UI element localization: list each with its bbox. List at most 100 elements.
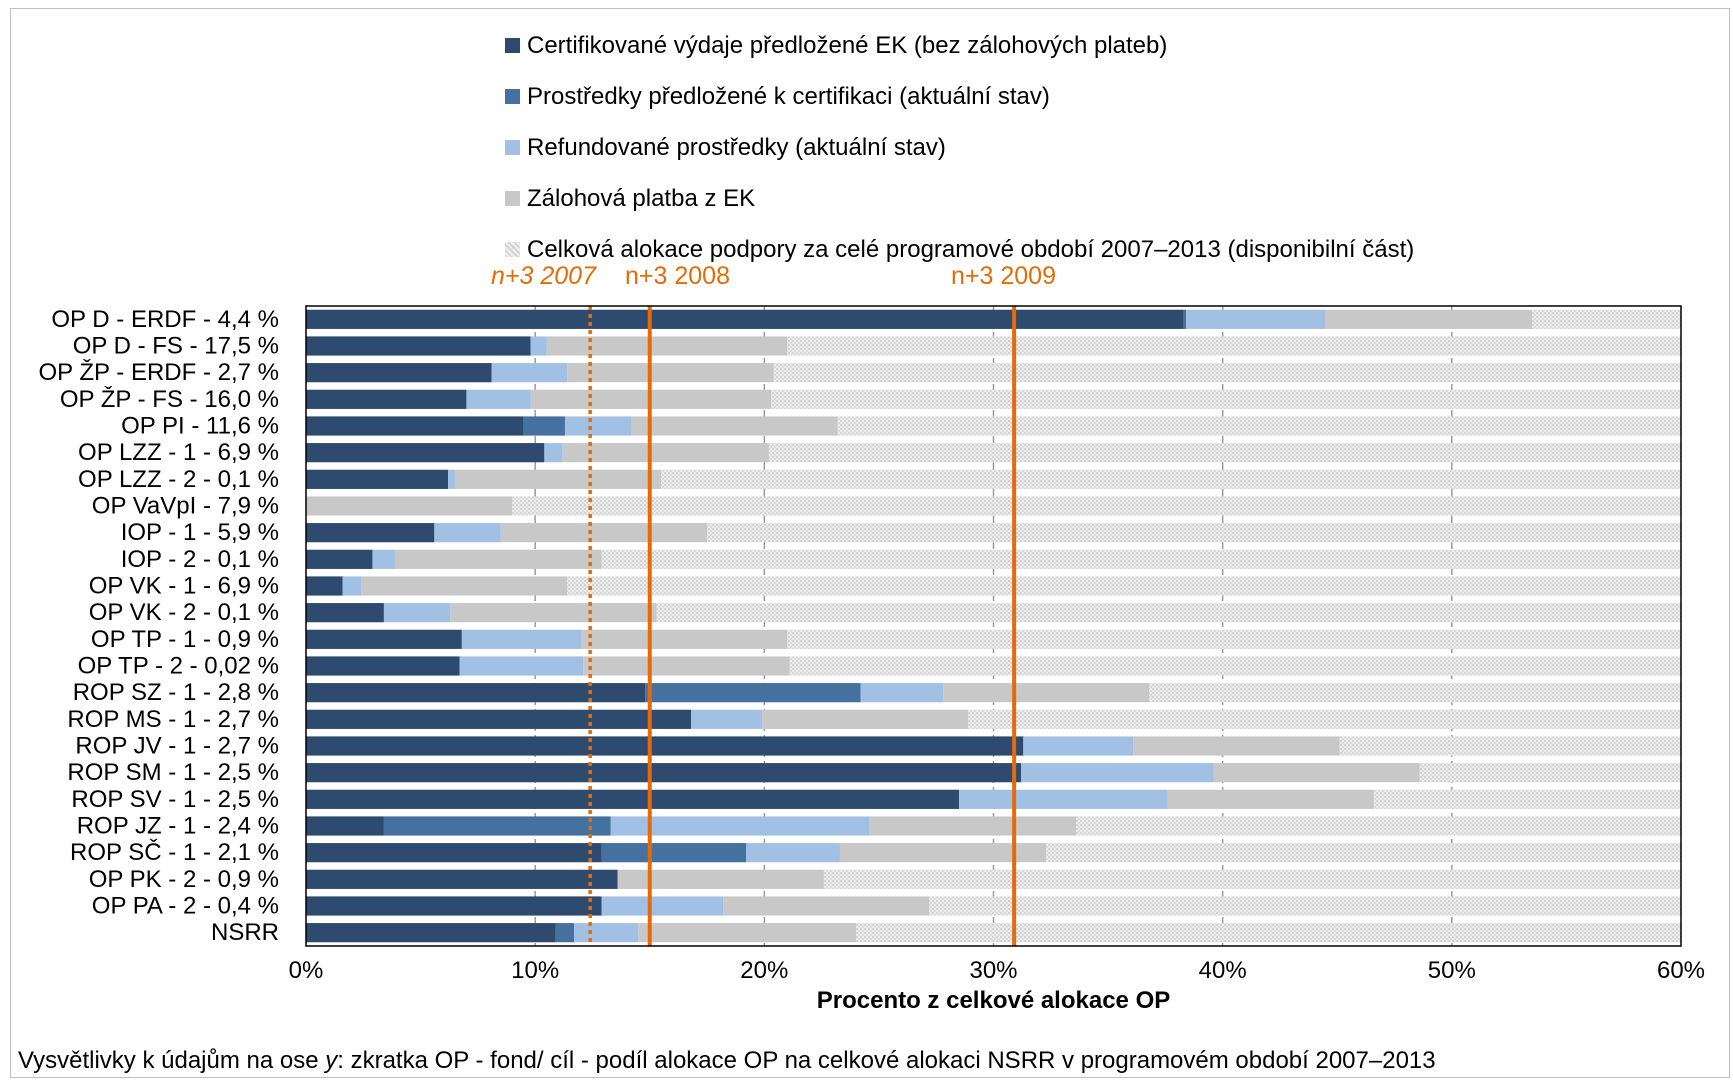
bar-segment [768, 443, 1681, 463]
category-label: IOP - 1 - 5,9 % [121, 519, 279, 546]
category-label: ROP SV - 1 - 2,5 % [71, 786, 279, 813]
bar-segment [567, 363, 774, 383]
chart-legend: Certifikované výdaje předložené EK (bez … [505, 20, 1414, 275]
category-label: OP TP - 2 - 0,02 % [78, 653, 279, 680]
bar-segment [1325, 309, 1533, 329]
x-tick-label: 10% [511, 957, 559, 984]
tick-labels: 0% 10% 20% 30% 40% 50% 60% [289, 957, 1705, 984]
bar-segment [1076, 816, 1681, 836]
bar-segment [306, 629, 462, 649]
bar-segment [601, 896, 724, 916]
bar-segment [306, 523, 435, 543]
legend-item-refunded: Refundované prostředky (aktuální stav) [505, 122, 1414, 173]
bar-segment [583, 656, 790, 676]
bar-segment [306, 736, 1024, 756]
bar-segment [306, 309, 1184, 329]
category-label: OP ŽP - ERDF - 2,7 % [38, 359, 279, 386]
category-label: OP VK - 1 - 6,9 % [89, 573, 279, 600]
category-label: ROP SM - 1 - 2,5 % [67, 759, 279, 786]
bar-segment [1183, 309, 1186, 329]
bar-segment [546, 336, 788, 356]
category-label: ROP JV - 1 - 2,7 % [75, 733, 279, 760]
bar-segment [943, 683, 1150, 703]
bar-segment [787, 336, 1681, 356]
bar-segment [567, 576, 1681, 596]
category-label: OP ŽP - FS - 16,0 % [60, 386, 279, 413]
x-tick-label: 50% [1428, 957, 1476, 984]
bar-segment [645, 683, 861, 703]
bars [306, 309, 1681, 943]
category-label: ROP SČ - 1 - 2,1 % [70, 838, 279, 866]
bar-segment [691, 709, 763, 729]
bar-segment [1046, 843, 1681, 863]
legend-label-submitted: Prostředky předložené k certifikaci (akt… [527, 82, 1050, 110]
bar-segment [1532, 309, 1681, 329]
bar-segment [823, 869, 1681, 889]
bar-segment [306, 549, 373, 569]
bar-segment [306, 496, 513, 516]
bar-segment [512, 496, 1681, 516]
reference-lines [588, 306, 1017, 946]
legend-swatch-advance [505, 191, 520, 206]
category-label: OP LZZ - 2 - 0,1 % [78, 466, 279, 493]
legend-label-certified: Certifikované výdaje předložené EK (bez … [527, 31, 1168, 59]
bar-segment [361, 576, 568, 596]
bar-segment [837, 416, 1681, 436]
bar-segment [707, 523, 1681, 543]
bar-segment [383, 603, 451, 623]
bar-segment [601, 843, 746, 863]
bar-segment [372, 549, 396, 569]
bar-segment [306, 896, 602, 916]
bar-segment [771, 389, 1681, 409]
category-label: OP TP - 1 - 0,9 % [91, 626, 279, 653]
bar-segment [306, 443, 545, 463]
bar-segment [306, 763, 1021, 783]
chart-frame [10, 8, 1730, 1078]
bar-segment [746, 843, 840, 863]
bar-segment [306, 389, 467, 409]
legend-item-advance: Zálohová platba z EK [505, 173, 1414, 224]
category-label: NSRR [211, 919, 279, 946]
bar-segment [306, 869, 618, 889]
gridlines [534, 306, 1453, 946]
x-tick-label: 40% [1199, 957, 1247, 984]
plot-area-border [305, 305, 1682, 947]
bar-segment [723, 896, 930, 916]
x-axis-title: Procento z celkové alokace OP [816, 987, 1171, 1014]
bar-segment [306, 576, 343, 596]
bar-segment [454, 469, 662, 489]
ref-label-n3-2009: n+3 2009 [951, 262, 1056, 290]
category-label: ROP MS - 1 - 2,7 % [67, 706, 279, 733]
legend-swatch-refunded [505, 140, 520, 155]
bar-segment [500, 523, 708, 543]
category-labels: OP D - ERDF - 4,4 %OP D - FS - 17,5 %OP … [38, 306, 279, 946]
bar-segment [523, 416, 565, 436]
bar-segment [574, 923, 639, 943]
bar-segment [1213, 763, 1420, 783]
bar-segment [530, 336, 547, 356]
bar-segment [461, 629, 581, 649]
bar-segment [1023, 736, 1134, 756]
bar-segment [306, 789, 960, 809]
bar-segment [601, 549, 1681, 569]
bar-segment [610, 816, 870, 836]
legend-swatch-certified [505, 38, 520, 53]
bar-segment [555, 923, 575, 943]
bar-segment [1133, 736, 1340, 756]
bar-segment [306, 923, 556, 943]
bar-segment [773, 363, 1681, 383]
bar-segment [459, 656, 584, 676]
bar-segment [1167, 789, 1374, 809]
bar-segment [450, 603, 657, 623]
category-label: OP LZZ - 1 - 6,9 % [78, 439, 279, 466]
bar-segment [306, 709, 691, 729]
legend-item-allocation: Celková alokace podpory za celé programo… [505, 224, 1414, 275]
bar-segment [448, 469, 455, 489]
category-label: OP PK - 2 - 0,9 % [89, 866, 279, 893]
bar-segment [306, 469, 449, 489]
bar-segment [306, 363, 492, 383]
bar-segment [581, 629, 788, 649]
bar-segment [306, 336, 531, 356]
x-tick-label: 60% [1657, 957, 1705, 984]
bar-segment [306, 683, 646, 703]
